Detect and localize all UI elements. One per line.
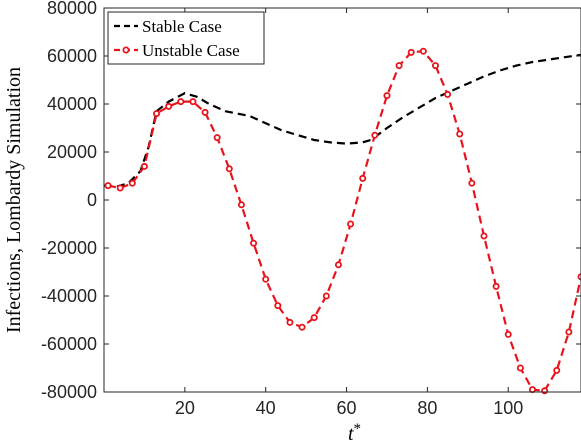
- axes: 20 40 60 80 100 -80000 -60000 -40000 -20000 0 2000…: [41, 0, 581, 418]
- series-point-2: [128, 179, 136, 187]
- y-tick-label: -80000: [41, 382, 97, 402]
- legend: Stable Case Unstable Case: [107, 11, 265, 65]
- x-tick-label: 40: [256, 398, 276, 418]
- series-point-2: [286, 318, 294, 326]
- series-line-2: [107, 50, 581, 392]
- legend-box: [107, 11, 265, 65]
- y-tick-label: -40000: [41, 286, 97, 306]
- y-tick-label: -60000: [41, 334, 97, 354]
- series-point-2: [516, 364, 524, 372]
- series-point-2: [565, 328, 573, 336]
- legend-marker-2: [122, 46, 130, 54]
- series-point-2: [237, 201, 245, 209]
- series-point-2: [116, 184, 124, 192]
- series-point-2: [480, 232, 488, 240]
- series-point-2: [201, 108, 209, 116]
- series-point-2: [347, 220, 355, 228]
- series-point-2: [104, 182, 112, 190]
- series-point-2: [553, 366, 561, 374]
- series-point-2: [492, 282, 500, 290]
- series-point-2: [177, 98, 185, 106]
- legend-label-2: Unstable Case: [142, 41, 240, 60]
- legend-label-1: Stable Case: [142, 17, 222, 36]
- series-point-2: [468, 179, 476, 187]
- x-tick-label: 60: [337, 398, 357, 418]
- series-point-2: [359, 174, 367, 182]
- y-axis-label: Infections, Lombardy Simulation: [3, 67, 25, 333]
- series-point-2: [541, 387, 549, 395]
- series-point-2: [419, 47, 427, 55]
- series-point-2: [322, 292, 330, 300]
- series-point-2: [577, 273, 581, 281]
- x-tick-label: 20: [175, 398, 195, 418]
- series-point-2: [456, 130, 464, 138]
- series-point-2: [431, 62, 439, 70]
- series-point-2: [140, 162, 148, 170]
- series-point-2: [310, 314, 318, 322]
- series-point-2: [262, 275, 270, 283]
- series-point-2: [407, 48, 415, 56]
- series-point-2: [189, 98, 197, 106]
- y-tick-label: 20000: [47, 142, 97, 162]
- series-line-1: [103, 53, 581, 188]
- series-point-2: [371, 131, 379, 139]
- series-point-2: [250, 239, 258, 247]
- plot-area: [103, 47, 581, 395]
- series-point-2: [395, 62, 403, 70]
- series-point-2: [225, 165, 233, 173]
- y-tick-label: 0: [87, 190, 97, 210]
- series-point-2: [165, 102, 173, 110]
- series-point-2: [274, 302, 282, 310]
- series-point-2: [504, 330, 512, 338]
- y-tick-label: 40000: [47, 94, 97, 114]
- x-tick-label: 80: [417, 398, 437, 418]
- series-point-2: [444, 90, 452, 98]
- x-tick-label: 100: [493, 398, 523, 418]
- y-tick-label: -20000: [41, 238, 97, 258]
- series-point-2: [298, 323, 306, 331]
- series-point-2: [383, 92, 391, 100]
- y-tick-label: 60000: [47, 46, 97, 66]
- series-point-2: [153, 110, 161, 118]
- series-point-2: [334, 261, 342, 269]
- y-tick-label: 80000: [47, 0, 97, 18]
- series-point-2: [528, 386, 536, 394]
- series-point-2: [213, 134, 221, 142]
